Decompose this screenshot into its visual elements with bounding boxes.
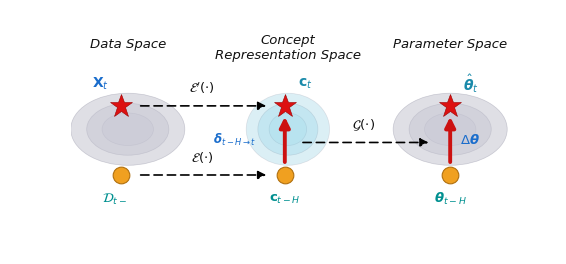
Ellipse shape (246, 93, 329, 165)
Ellipse shape (102, 113, 153, 145)
Text: $\mathcal{G}(\cdot)$: $\mathcal{G}(\cdot)$ (352, 117, 375, 133)
Ellipse shape (424, 113, 476, 145)
Text: $\mathbf{c}_{t-H}$: $\mathbf{c}_{t-H}$ (269, 193, 301, 206)
Text: $\boldsymbol{\theta}_{t-H}$: $\boldsymbol{\theta}_{t-H}$ (434, 191, 466, 208)
Text: Concept
Representation Space: Concept Representation Space (215, 34, 361, 62)
Text: $\Delta\boldsymbol{\theta}$: $\Delta\boldsymbol{\theta}$ (460, 133, 480, 147)
Text: $\mathbf{c}_t$: $\mathbf{c}_t$ (298, 76, 312, 91)
Text: $\hat{\boldsymbol{\theta}}_t$: $\hat{\boldsymbol{\theta}}_t$ (463, 72, 479, 95)
Ellipse shape (393, 93, 507, 165)
Ellipse shape (258, 103, 318, 155)
Text: $\mathbf{X}_t$: $\mathbf{X}_t$ (92, 75, 109, 92)
Text: Parameter Space: Parameter Space (393, 38, 507, 51)
Text: Data Space: Data Space (89, 38, 166, 51)
Ellipse shape (71, 93, 185, 165)
Text: $\mathcal{D}_{t-}$: $\mathcal{D}_{t-}$ (102, 192, 127, 207)
Text: $\mathcal{E}(\cdot)$: $\mathcal{E}(\cdot)$ (191, 150, 214, 165)
Ellipse shape (269, 113, 307, 145)
Ellipse shape (409, 103, 491, 155)
Text: $\mathcal{E}'(\cdot)$: $\mathcal{E}'(\cdot)$ (190, 81, 215, 96)
Ellipse shape (87, 103, 169, 155)
Text: $\boldsymbol{\delta}_{t-H\rightarrow t}$: $\boldsymbol{\delta}_{t-H\rightarrow t}$ (213, 132, 256, 148)
